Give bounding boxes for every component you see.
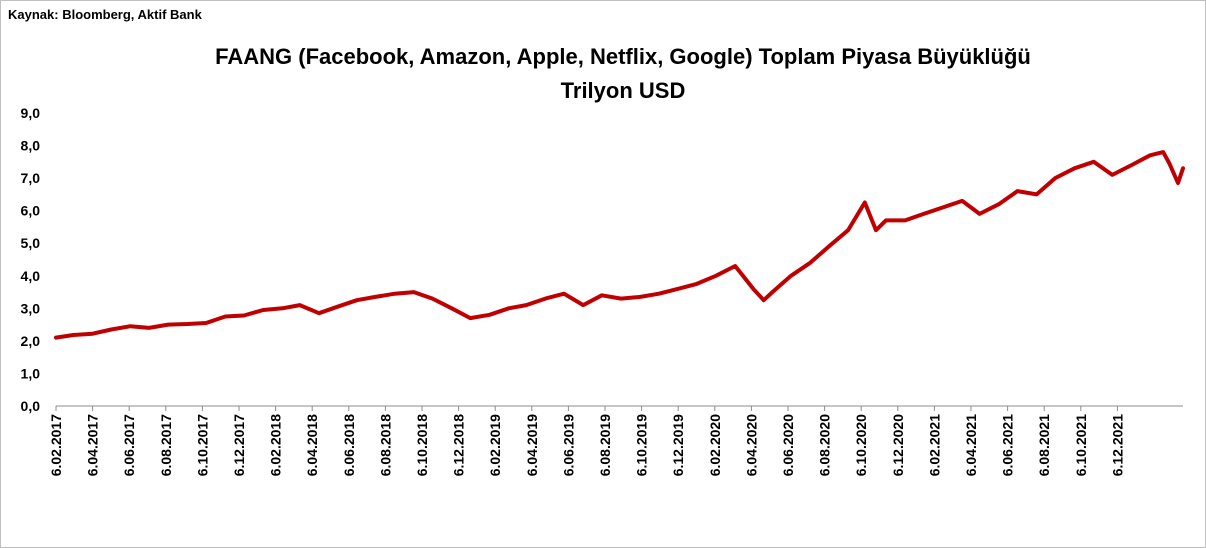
x-tick-label: 6.06.2019 [560, 414, 576, 476]
x-tick-label: 6.06.2021 [1000, 414, 1016, 476]
x-tick-label: 6.08.2017 [158, 414, 174, 476]
x-tick-label: 6.06.2018 [341, 414, 357, 476]
x-tick-label: 6.02.2018 [268, 414, 284, 476]
x-tick-label: 6.08.2020 [817, 414, 833, 476]
x-tick-label: 6.02.2020 [707, 414, 723, 476]
y-tick-label: 8,0 [21, 138, 41, 154]
x-tick-label: 6.06.2017 [121, 414, 137, 476]
y-tick-label: 2,0 [21, 333, 41, 349]
x-tick-label: 6.12.2017 [231, 414, 247, 476]
x-tick-label: 6.12.2019 [670, 414, 686, 476]
x-tick-label: 6.12.2020 [890, 414, 906, 476]
x-tick-label: 6.10.2020 [853, 414, 869, 476]
y-tick-label: 9,0 [21, 105, 41, 121]
x-tick-label: 6.02.2021 [926, 414, 942, 476]
x-tick-label: 6.08.2021 [1036, 414, 1052, 476]
x-tick-label: 6.02.2019 [487, 414, 503, 476]
x-tick-label: 6.04.2020 [743, 414, 759, 476]
x-tick-label: 6.04.2018 [304, 414, 320, 476]
y-tick-label: 7,0 [21, 170, 41, 186]
x-tick-label: 6.04.2017 [85, 414, 101, 476]
x-tick-label: 6.12.2021 [1109, 414, 1125, 476]
chart-title: FAANG (Facebook, Amazon, Apple, Netflix,… [215, 44, 1031, 69]
series-layer [54, 150, 1185, 340]
x-tick-label: 6.04.2019 [524, 414, 540, 476]
series-line [54, 150, 1185, 340]
x-tick-label: 6.12.2018 [451, 414, 467, 476]
x-tick-label: 6.06.2020 [780, 414, 796, 476]
y-tick-label: 1,0 [21, 365, 41, 381]
x-tick-label: 6.10.2017 [194, 414, 210, 476]
x-tick-label: 6.08.2018 [377, 414, 393, 476]
y-tick-label: 4,0 [21, 268, 41, 284]
x-tick-label: 6.08.2019 [597, 414, 613, 476]
y-tick-label: 0,0 [21, 398, 41, 414]
source-note: Kaynak: Bloomberg, Aktif Bank [8, 7, 202, 22]
x-axis: 6.02.2017 6.04.2017 6.06.2017 6.08.2017 6.10… [48, 405, 1183, 476]
y-axis: 0,0 1,0 2,0 3,0 4,0 5,0 6,0 7,0 8,0 9,0 [21, 105, 41, 414]
y-tick-label: 5,0 [21, 235, 41, 251]
x-tick-label: 6.04.2021 [963, 414, 979, 476]
y-tick-label: 6,0 [21, 203, 41, 219]
x-tick-label: 6.10.2021 [1073, 414, 1089, 476]
y-tick-label: 3,0 [21, 300, 41, 316]
x-tick-label: 6.10.2019 [634, 414, 650, 476]
x-tick-label: 6.02.2017 [48, 414, 64, 476]
x-tick-label: 6.10.2018 [414, 414, 430, 476]
chart-subtitle: Trilyon USD [560, 78, 686, 103]
